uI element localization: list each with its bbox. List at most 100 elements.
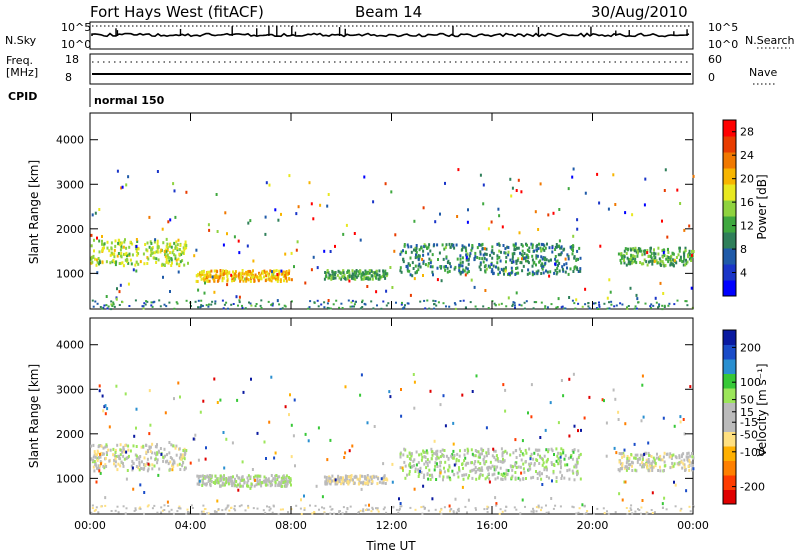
echo-cell bbox=[316, 299, 319, 302]
echo-cell bbox=[293, 398, 296, 402]
echo-cell bbox=[300, 498, 302, 502]
echo-cell bbox=[270, 480, 272, 484]
echo-cell bbox=[297, 205, 300, 209]
echo-cell bbox=[579, 452, 582, 456]
echo-cell bbox=[225, 437, 228, 441]
echo-cell bbox=[122, 505, 125, 508]
echo-cell bbox=[233, 505, 236, 508]
power-ylabel: Slant Range [km] bbox=[27, 160, 41, 264]
echo-cell bbox=[560, 447, 563, 451]
echo-cell bbox=[436, 449, 439, 453]
echo-cell bbox=[691, 468, 694, 472]
echo-cell bbox=[414, 256, 417, 260]
echo-cell bbox=[644, 249, 646, 253]
echo-cell bbox=[146, 241, 149, 245]
echo-cell bbox=[426, 472, 429, 476]
echo-cell bbox=[148, 389, 151, 393]
echo-cell bbox=[649, 255, 652, 258]
echo-cell bbox=[234, 509, 237, 512]
echo-cell bbox=[498, 303, 501, 306]
echo-cell bbox=[454, 307, 457, 310]
echo-cell bbox=[172, 182, 175, 186]
echo-cell bbox=[316, 266, 319, 270]
echo-cell bbox=[185, 244, 188, 247]
echo-cell bbox=[113, 305, 116, 308]
echo-cell bbox=[101, 248, 104, 252]
echo-cell bbox=[685, 262, 688, 266]
echo-cell bbox=[576, 268, 579, 271]
echo-cell bbox=[359, 307, 362, 310]
echo-cell bbox=[178, 507, 181, 510]
echo-cell bbox=[246, 270, 249, 274]
echo-cell bbox=[150, 304, 153, 307]
echo-cell bbox=[421, 455, 424, 459]
echo-cell bbox=[537, 269, 540, 273]
echo-cell bbox=[496, 476, 499, 480]
echo-cell bbox=[93, 509, 96, 512]
echo-cell bbox=[335, 299, 338, 302]
echo-cell bbox=[552, 463, 555, 467]
echo-cell bbox=[411, 465, 414, 469]
echo-cell bbox=[247, 484, 250, 488]
echo-cell bbox=[98, 239, 101, 243]
echo-cell bbox=[382, 508, 385, 511]
echo-cell bbox=[466, 220, 469, 224]
echo-cell bbox=[531, 254, 534, 258]
echo-cell bbox=[514, 438, 517, 442]
echo-cell bbox=[679, 202, 682, 205]
echo-cell bbox=[561, 265, 564, 269]
echo-cell bbox=[353, 475, 356, 479]
colorbar-frame bbox=[722, 329, 737, 505]
echo-cell bbox=[690, 286, 693, 290]
echo-cell bbox=[473, 258, 476, 262]
echo-cell bbox=[630, 509, 633, 511]
echo-cell bbox=[440, 512, 443, 515]
echo-cell bbox=[124, 392, 127, 396]
echo-cell bbox=[353, 232, 356, 235]
echo-cell bbox=[265, 181, 268, 185]
echo-cell bbox=[145, 444, 148, 447]
echo-cell bbox=[431, 475, 434, 479]
echo-cell bbox=[528, 447, 531, 451]
colorbar-swatch bbox=[723, 200, 736, 217]
echo-cell bbox=[216, 499, 219, 503]
echo-cell bbox=[493, 472, 496, 476]
echo-cell bbox=[680, 460, 683, 464]
echo-cell bbox=[688, 249, 691, 253]
echo-cell bbox=[106, 240, 109, 244]
echo-cell bbox=[102, 446, 105, 450]
echo-cell bbox=[558, 239, 561, 243]
echo-cell bbox=[108, 249, 111, 253]
echo-cell bbox=[432, 273, 434, 277]
echo-cell bbox=[148, 432, 151, 436]
echo-cell bbox=[637, 247, 640, 251]
colorbar-swatch bbox=[723, 359, 736, 374]
echo-cell bbox=[581, 503, 584, 507]
echo-cell bbox=[651, 466, 654, 470]
echo-cell bbox=[642, 415, 645, 419]
echo-cell bbox=[491, 269, 494, 273]
echo-cell bbox=[264, 511, 267, 514]
echo-cell bbox=[550, 303, 553, 306]
echo-cell bbox=[498, 214, 501, 218]
echo-cell bbox=[419, 469, 421, 473]
echo-cell bbox=[119, 464, 122, 468]
echo-cell bbox=[530, 415, 533, 419]
echo-cell bbox=[423, 245, 426, 249]
echo-cell bbox=[479, 252, 482, 256]
echo-cell bbox=[162, 455, 165, 459]
echo-cell bbox=[556, 244, 559, 248]
echo-cell bbox=[229, 479, 232, 483]
echo-cell bbox=[343, 273, 346, 277]
echo-cell bbox=[371, 277, 374, 281]
echo-cell bbox=[487, 447, 490, 451]
echo-cell bbox=[608, 278, 611, 282]
echo-cell bbox=[311, 512, 314, 515]
echo-cell bbox=[632, 260, 635, 264]
echo-cell bbox=[153, 464, 156, 468]
echo-cell bbox=[667, 251, 670, 254]
echo-cell bbox=[510, 266, 513, 270]
echo-cell bbox=[487, 307, 490, 309]
echo-cell bbox=[171, 457, 174, 461]
echo-cell bbox=[519, 465, 522, 469]
